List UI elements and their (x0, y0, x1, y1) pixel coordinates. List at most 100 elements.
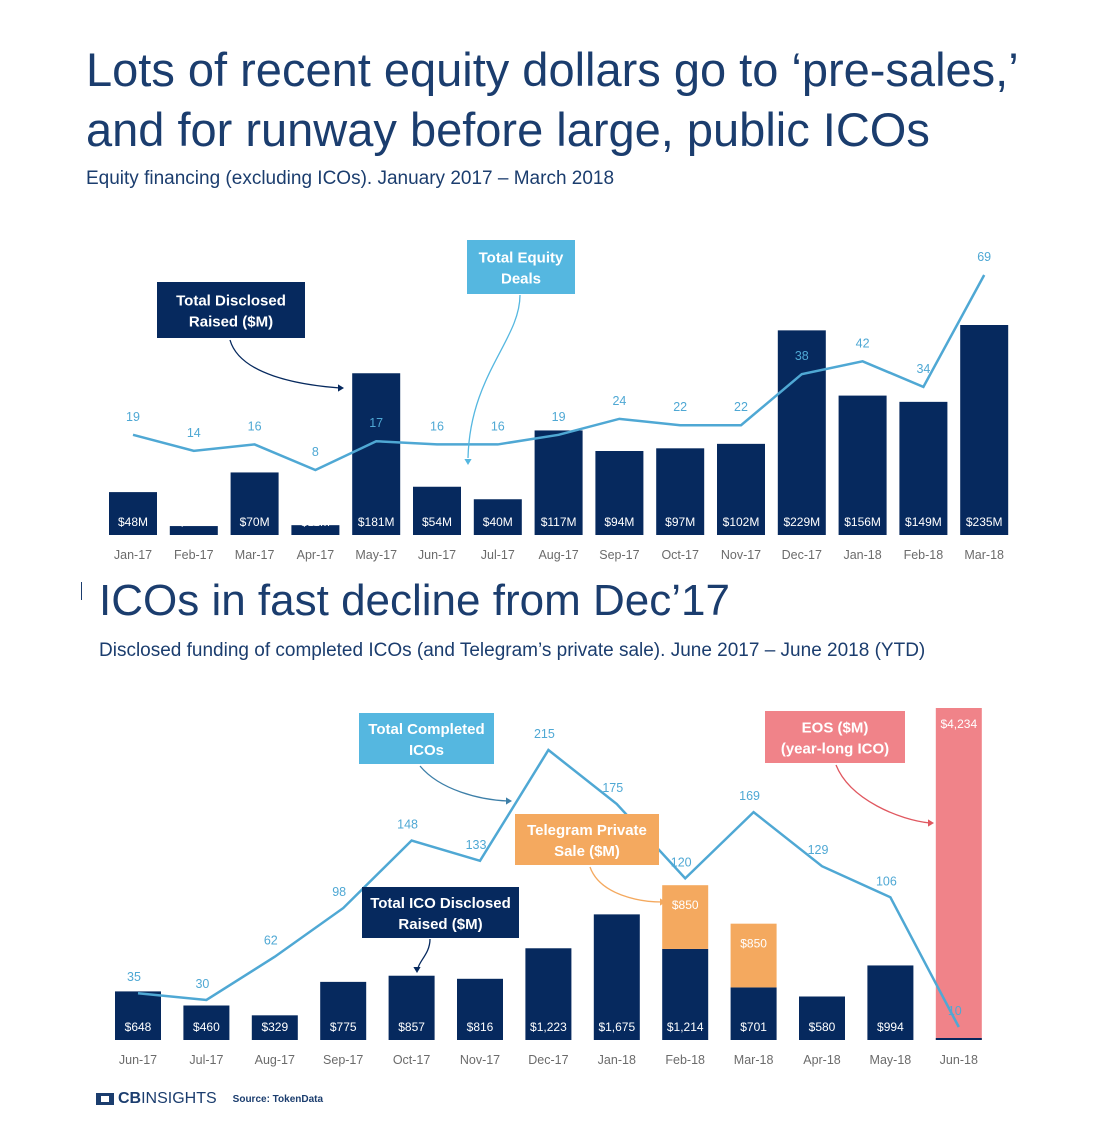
bar (960, 325, 1009, 535)
callout-telegram-text: Sale ($M) (554, 843, 620, 860)
callout-arrow-deals (467, 294, 521, 459)
line-value-label: 19 (552, 410, 566, 424)
eos-bar (935, 708, 982, 1040)
section-divider-mark (81, 582, 82, 600)
line-value-label: 30 (195, 977, 209, 991)
x-tick-label: Apr-17 (297, 548, 335, 562)
bar (413, 486, 461, 535)
arrowhead (464, 459, 472, 465)
x-tick-label: May-17 (355, 548, 397, 562)
bar (730, 987, 777, 1040)
callout-eos-text: EOS ($M) (802, 720, 869, 737)
footer: CBINSIGHTS Source: TokenData (96, 1090, 323, 1108)
bar-value-label: $994 (877, 1020, 904, 1034)
bar-value-label: $1,223 (530, 1020, 567, 1034)
line-value-label: 35 (127, 970, 141, 984)
bar (838, 395, 887, 535)
bar (534, 430, 583, 535)
line-value-label: 8 (312, 445, 319, 459)
callout-total-equity-deals-box (467, 240, 575, 294)
bar (457, 978, 503, 1040)
callout-total-completed-icos-box (359, 713, 494, 764)
line-value-label: 38 (795, 349, 809, 363)
x-tick-label: Jul-17 (481, 548, 515, 562)
callout-arrow-eos (835, 764, 931, 824)
cbinsights-logo: CBINSIGHTS (96, 1090, 217, 1108)
line-value-label: 22 (734, 400, 748, 414)
telegram-bar (730, 923, 777, 988)
chart2-ico-funding: $648 Jun-17 $460 Jul-17 $329 Aug-17 $775 Sep-17… (115, 708, 982, 1067)
x-tick-label: Mar-17 (235, 548, 275, 562)
callout-total-disclosed-text: Raised ($M) (189, 314, 273, 331)
x-tick-label: Dec-17 (782, 548, 822, 562)
x-tick-label: Aug-17 (255, 1053, 295, 1067)
bar-value-label: $40M (483, 515, 513, 529)
callout-total-disclosed-box (157, 282, 305, 338)
bar (656, 448, 705, 535)
telegram-bar-label: $850 (672, 898, 699, 912)
callout-telegram-box (515, 814, 659, 865)
bar (473, 499, 522, 535)
chart1-subtitle: Equity financing (excluding ICOs). Janua… (86, 168, 615, 189)
bar-value-label: $816 (467, 1020, 494, 1034)
bar-value-label: $235M (966, 515, 1003, 529)
callout-arrow-completed (419, 765, 509, 802)
bar (799, 996, 845, 1040)
line-value-label: 10 (948, 1004, 962, 1018)
bar (593, 914, 640, 1040)
line-value-label: 148 (397, 818, 418, 832)
bar (320, 981, 367, 1040)
x-tick-label: Sep-17 (599, 548, 639, 562)
callout-total-completed-icos-text: Total Completed (368, 721, 484, 738)
line-value-label: 42 (856, 336, 870, 350)
callout-total-ico-raised-box (362, 887, 519, 938)
chart2-subtitle: Disclosed funding of completed ICOs (and… (99, 640, 926, 661)
line-value-label: 24 (612, 394, 626, 408)
bar-value-label: $48M (118, 515, 148, 529)
bar (115, 991, 161, 1040)
x-tick-label: Feb-18 (904, 548, 944, 562)
line-value-label: 14 (187, 426, 201, 440)
callout-arrow-disclosed (229, 339, 341, 389)
bar (251, 1015, 298, 1040)
arrowhead (660, 898, 666, 906)
callout-total-equity-deals-text: Deals (501, 271, 541, 288)
callout-total-completed-icos-text: ICOs (409, 742, 444, 759)
callout-total-ico-raised-text: Total ICO Disclosed (370, 895, 511, 912)
x-tick-label: Jun-17 (119, 1053, 157, 1067)
x-tick-label: Jun-18 (940, 1053, 978, 1067)
bar-value-label: $648 (125, 1020, 152, 1034)
bar-value-label: $11M (301, 515, 330, 529)
callout-total-disclosed-text: Total Disclosed (176, 293, 286, 310)
telegram-bar-label: $850 (740, 937, 767, 951)
arrowhead (413, 967, 421, 973)
x-tick-label: Feb-17 (174, 548, 214, 562)
bar-value-label: $156M (844, 515, 881, 529)
line-value-label: 120 (671, 855, 692, 869)
eos-bar-label: $4,234 (940, 717, 977, 731)
bar-value-label: $94M (604, 515, 634, 529)
x-tick-label: Nov-17 (460, 1053, 500, 1067)
bar-value-label: $102M (723, 515, 760, 529)
bar (352, 373, 401, 535)
bar (230, 472, 279, 535)
x-tick-label: Jan-18 (598, 1053, 636, 1067)
x-tick-label: Jan-18 (843, 548, 881, 562)
bar-value-label: $10M (179, 515, 209, 529)
x-tick-label: Dec-17 (528, 1053, 568, 1067)
line-value-label: 175 (602, 781, 623, 795)
page-title: Lots of recent equity dollars go to ‘pre… (86, 43, 1017, 156)
bar-value-label: $460 (193, 1020, 220, 1034)
bar-value-label: $1,214 (667, 1020, 704, 1034)
bar (183, 1005, 230, 1040)
bar-value-label: $149M (905, 515, 942, 529)
x-tick-label: May-18 (870, 1053, 912, 1067)
bar-value-label: $580 (809, 1020, 836, 1034)
callout-total-equity-deals-text: Total Equity (479, 250, 564, 267)
source-note: Source: TokenData (232, 1093, 324, 1105)
callout-eos-text: (year-long ICO) (781, 741, 889, 758)
x-tick-label: Mar-18 (964, 548, 1004, 562)
line-value-label: 129 (808, 843, 829, 857)
x-tick-label: Jun-17 (418, 548, 456, 562)
line-value-label: 17 (369, 416, 383, 430)
